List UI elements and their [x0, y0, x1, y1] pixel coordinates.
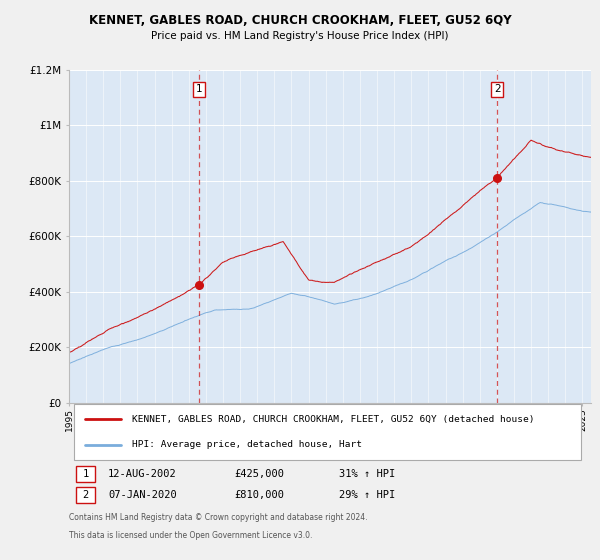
Text: 1: 1 [82, 469, 89, 479]
Text: 2: 2 [494, 85, 500, 95]
FancyBboxPatch shape [76, 487, 95, 503]
Text: This data is licensed under the Open Government Licence v3.0.: This data is licensed under the Open Gov… [69, 531, 313, 540]
Text: 12-AUG-2002: 12-AUG-2002 [108, 469, 177, 479]
Text: 07-JAN-2020: 07-JAN-2020 [108, 490, 177, 500]
Text: Price paid vs. HM Land Registry's House Price Index (HPI): Price paid vs. HM Land Registry's House … [151, 31, 449, 41]
FancyBboxPatch shape [76, 466, 95, 482]
Text: KENNET, GABLES ROAD, CHURCH CROOKHAM, FLEET, GU52 6QY: KENNET, GABLES ROAD, CHURCH CROOKHAM, FL… [89, 14, 511, 27]
Text: £425,000: £425,000 [235, 469, 284, 479]
Text: HPI: Average price, detached house, Hart: HPI: Average price, detached house, Hart [131, 440, 362, 450]
Text: KENNET, GABLES ROAD, CHURCH CROOKHAM, FLEET, GU52 6QY (detached house): KENNET, GABLES ROAD, CHURCH CROOKHAM, FL… [131, 414, 534, 423]
Text: £810,000: £810,000 [235, 490, 284, 500]
Text: 1: 1 [196, 85, 203, 95]
Text: 2: 2 [82, 490, 89, 500]
Text: 29% ↑ HPI: 29% ↑ HPI [339, 490, 395, 500]
FancyBboxPatch shape [74, 404, 581, 460]
Text: 31% ↑ HPI: 31% ↑ HPI [339, 469, 395, 479]
Text: Contains HM Land Registry data © Crown copyright and database right 2024.: Contains HM Land Registry data © Crown c… [69, 512, 367, 522]
